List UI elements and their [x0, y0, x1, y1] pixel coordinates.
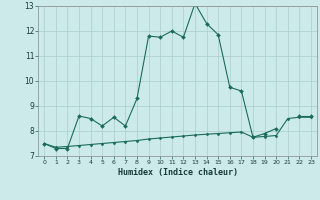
X-axis label: Humidex (Indice chaleur): Humidex (Indice chaleur): [118, 168, 238, 177]
